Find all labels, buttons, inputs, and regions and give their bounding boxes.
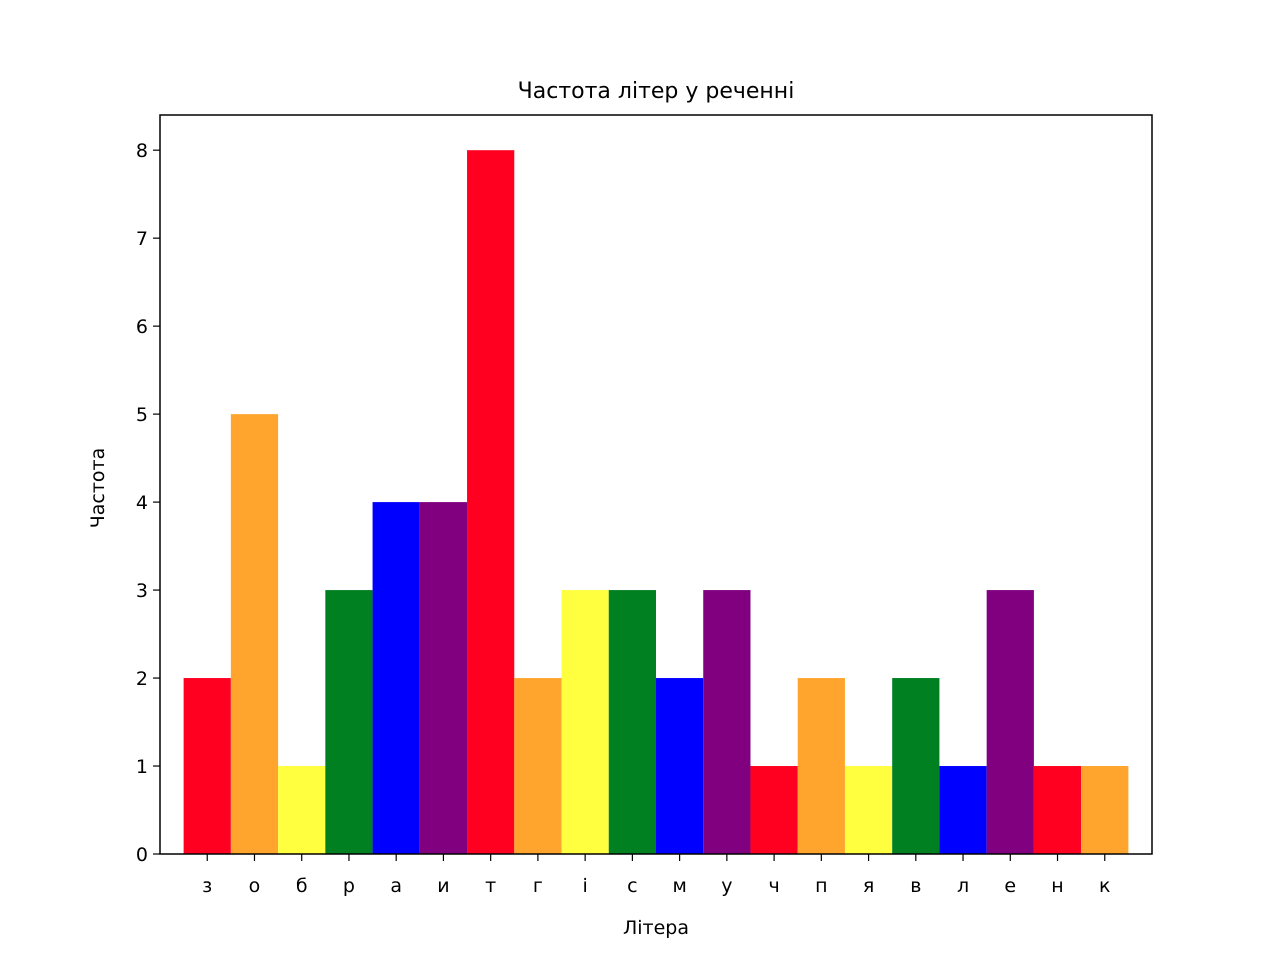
y-tick-label: 5 (136, 404, 148, 426)
bar-у (703, 590, 751, 854)
bar-к (1081, 766, 1129, 854)
y-tick-label: 3 (136, 580, 148, 602)
bar-е (986, 590, 1034, 854)
x-tick-label: у (721, 875, 732, 897)
x-tick-label: с (627, 875, 637, 897)
x-tick-label: м (672, 875, 686, 897)
x-tick-label: з (202, 875, 212, 897)
bar-с (608, 590, 656, 854)
chart-title: Частота літер у реченні (518, 79, 795, 104)
bar-з (183, 678, 231, 854)
bar-а (372, 502, 420, 854)
x-axis-label: Літера (623, 917, 689, 939)
bar-б (278, 766, 326, 854)
bar-т (467, 150, 515, 854)
x-tick-label: і (583, 875, 588, 897)
bar-н (1033, 766, 1082, 854)
bar-ч (750, 766, 798, 854)
bar-г (514, 678, 562, 854)
y-tick-label: 0 (136, 844, 148, 866)
x-tick-label: л (957, 875, 969, 897)
bar-и (419, 502, 468, 854)
x-tick-label: п (815, 875, 827, 897)
bar-л (939, 766, 987, 854)
x-tick-label: и (437, 875, 449, 897)
x-tick-label: р (343, 875, 355, 897)
bar-м (656, 678, 704, 854)
x-tick-label: н (1051, 875, 1063, 897)
bar-і (561, 590, 609, 854)
y-axis-label: Частота (87, 448, 109, 529)
bar-я (844, 766, 893, 854)
bar-п (797, 678, 845, 854)
plot-frame (159, 114, 1153, 855)
bar-о (230, 414, 279, 854)
x-tick-label: г (533, 875, 543, 897)
x-tick-label: о (249, 875, 261, 897)
x-tick-label: я (863, 875, 874, 897)
x-tick-label: ч (768, 875, 779, 897)
y-tick-label: 2 (136, 668, 148, 690)
y-tick-label: 4 (136, 492, 148, 514)
y-axis: 0 1 2 3 4 5 6 7 8 (136, 140, 160, 866)
x-tick-label: к (1099, 875, 1110, 897)
y-tick-label: 8 (136, 140, 148, 162)
x-tick-label: т (485, 875, 496, 897)
x-tick-label: а (390, 875, 402, 897)
bar-р (325, 590, 373, 854)
y-tick-label: 6 (136, 316, 148, 338)
bars-group (183, 150, 1129, 854)
x-tick-label: е (1004, 875, 1016, 897)
bar-в (892, 678, 940, 854)
y-tick-label: 1 (136, 756, 148, 778)
x-tick-label: б (296, 875, 308, 897)
x-tick-label: в (910, 875, 921, 897)
y-tick-label: 7 (136, 228, 148, 250)
